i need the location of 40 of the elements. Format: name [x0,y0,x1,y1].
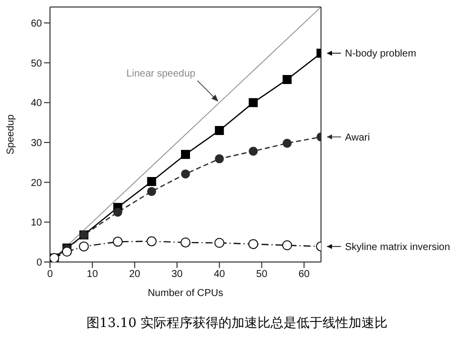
point [180,237,190,248]
point [248,98,258,108]
y-axis-title: Speedup [6,114,17,155]
x-tick-label: 60 [298,269,310,280]
x-axis-title: Number of CPUs [148,288,224,299]
caption: 图13.10 实际程序获得的加速比总是低于线性加速比 [85,315,389,332]
x-tick-label: 0 [47,269,54,280]
point [282,138,292,148]
x-tick-label: 30 [171,269,184,280]
point [181,169,190,178]
point [147,186,156,196]
point [181,150,190,159]
point [62,246,72,257]
point [78,241,89,252]
text: Linear speedup [126,68,196,80]
y-tick-label: 40 [30,98,42,110]
point [248,146,258,156]
point [113,208,122,217]
legend-label: Awari [345,132,370,144]
y-tick-label: 60 [30,18,42,30]
x-tick-label: 50 [256,269,268,280]
y-tick-label: 10 [30,218,42,229]
legend-label: Skyline matrix inversion [345,242,450,253]
x-tick-label: 20 [129,269,141,280]
point [214,126,224,136]
point [214,238,224,248]
point [112,236,123,247]
legend-label: N-body problem [345,48,416,60]
point [248,239,258,250]
y-tick-label: 20 [30,178,42,189]
y-tick-label: 30 [30,138,42,150]
y-tick-label: 0 [36,258,42,269]
x-tick-label: 10 [86,269,98,280]
point [282,75,292,84]
point [146,236,157,246]
x-tick-label: 40 [214,269,226,280]
point [282,240,292,250]
point [214,154,224,164]
y-tick-label: 50 [30,58,42,70]
point [147,177,156,186]
